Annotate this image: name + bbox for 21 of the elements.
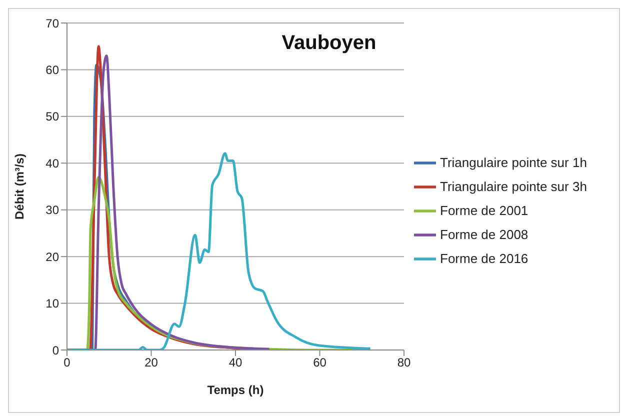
y-tick-label: 10	[46, 296, 60, 311]
y-tick-label: 70	[46, 16, 60, 30]
x-tick-label: 60	[313, 356, 327, 370]
x-tick-label: 80	[397, 356, 411, 370]
y-tick-label: 0	[52, 343, 60, 358]
chart-title: Vauboyen	[282, 32, 376, 54]
x-tick-label: 0	[64, 356, 71, 370]
y-axis-title: Débit (m³/s)	[12, 153, 26, 220]
y-tick-label: 20	[46, 250, 60, 264]
legend-label: Forme de 2008	[440, 226, 528, 242]
legend-label: Triangulaire pointe sur 3h	[440, 178, 587, 194]
x-tick-label: 20	[144, 356, 158, 370]
x-tick-label: 40	[228, 356, 242, 370]
legend-label: Forme de 2001	[440, 202, 528, 218]
y-tick-label: 60	[46, 62, 60, 77]
y-tick-label: 30	[46, 203, 60, 218]
y-tick-label: 50	[46, 110, 60, 124]
x-axis-title: Temps (h)	[207, 383, 264, 397]
y-tick-label: 40	[46, 156, 60, 170]
legend-label: Triangulaire pointe sur 1h	[440, 154, 587, 170]
legend-label: Forme de 2016	[440, 250, 528, 266]
